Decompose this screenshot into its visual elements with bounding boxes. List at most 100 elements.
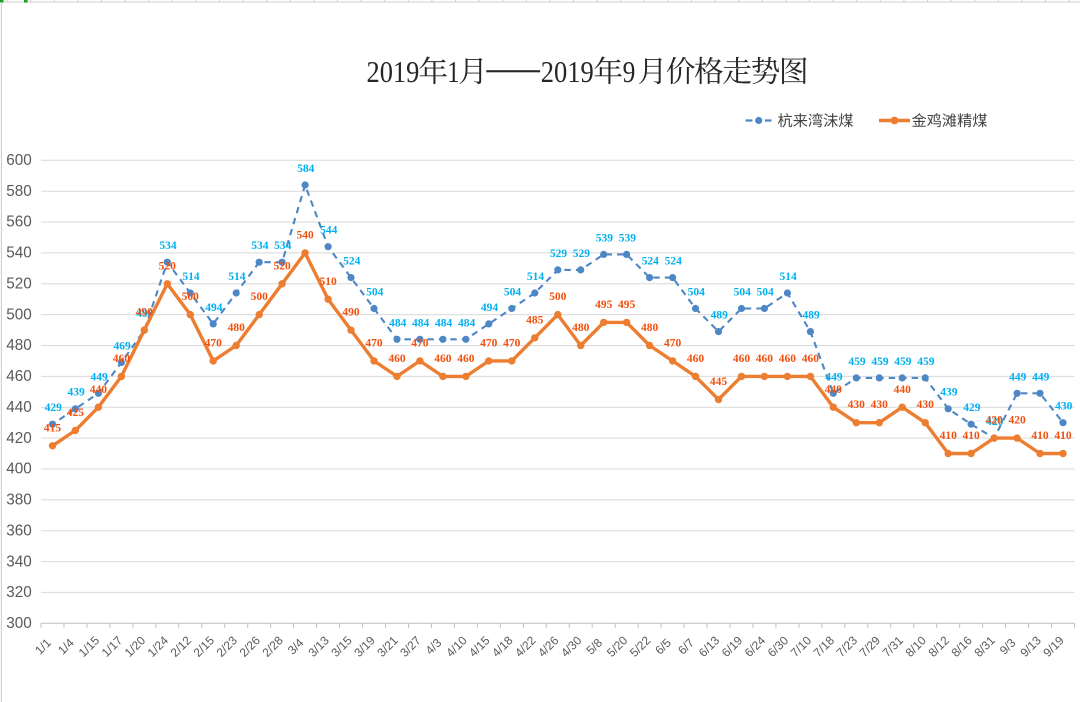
svg-text:529: 529: [550, 248, 568, 260]
svg-text:514: 514: [527, 271, 545, 283]
svg-text:534: 534: [274, 240, 292, 252]
svg-text:534: 534: [159, 240, 177, 252]
svg-text:1: 1: [447, 54, 459, 89]
svg-text:430: 430: [848, 399, 866, 411]
svg-text:524: 524: [642, 256, 660, 268]
svg-text:470: 470: [480, 338, 498, 350]
svg-text:449: 449: [1009, 371, 1027, 383]
svg-text:480: 480: [228, 322, 246, 334]
svg-text:470: 470: [365, 338, 383, 350]
svg-text:600: 600: [6, 152, 32, 169]
svg-text:440: 440: [6, 399, 32, 416]
svg-text:470: 470: [664, 338, 682, 350]
svg-text:340: 340: [6, 553, 32, 570]
svg-text:449: 449: [1032, 371, 1050, 383]
svg-text:459: 459: [871, 356, 889, 368]
svg-text:534: 534: [251, 240, 269, 252]
svg-text:470: 470: [205, 338, 223, 350]
svg-text:459: 459: [848, 356, 866, 368]
svg-text:504: 504: [366, 286, 384, 298]
svg-text:540: 540: [296, 230, 314, 242]
svg-text:429: 429: [45, 402, 63, 414]
svg-text:539: 539: [619, 232, 637, 244]
svg-text:420: 420: [986, 416, 1004, 428]
svg-text:2019: 2019: [367, 54, 420, 89]
svg-text:510: 510: [319, 276, 337, 288]
svg-text:504: 504: [688, 286, 706, 298]
svg-text:484: 484: [435, 317, 453, 329]
svg-text:480: 480: [641, 322, 659, 334]
svg-text:514: 514: [228, 271, 246, 283]
svg-text:430: 430: [1055, 401, 1073, 413]
svg-text:584: 584: [297, 163, 315, 175]
svg-text:445: 445: [710, 376, 728, 388]
svg-text:2019: 2019: [541, 54, 594, 89]
svg-text:460: 460: [687, 353, 705, 365]
svg-text:9: 9: [623, 54, 636, 89]
svg-text:460: 460: [6, 368, 32, 385]
svg-text:400: 400: [6, 461, 32, 478]
svg-text:459: 459: [917, 356, 935, 368]
svg-text:460: 460: [388, 353, 406, 365]
svg-text:540: 540: [6, 245, 32, 262]
svg-text:460: 460: [756, 353, 774, 365]
svg-text:460: 460: [733, 353, 751, 365]
svg-text:529: 529: [573, 248, 591, 260]
svg-text:410: 410: [1031, 430, 1049, 442]
svg-text:495: 495: [618, 299, 636, 311]
svg-text:425: 425: [67, 407, 85, 419]
svg-text:539: 539: [596, 232, 614, 244]
svg-text:459: 459: [894, 356, 912, 368]
svg-text:520: 520: [273, 260, 291, 272]
svg-text:429: 429: [963, 402, 981, 414]
svg-text:300: 300: [6, 615, 32, 632]
svg-text:495: 495: [595, 299, 613, 311]
svg-text:440: 440: [894, 384, 912, 396]
svg-text:320: 320: [6, 584, 32, 601]
svg-text:469: 469: [113, 340, 131, 352]
svg-text:420: 420: [985, 415, 1003, 427]
svg-text:520: 520: [159, 260, 177, 272]
svg-text:500: 500: [549, 291, 567, 303]
svg-text:420: 420: [1008, 415, 1026, 427]
svg-text:440: 440: [90, 384, 108, 396]
svg-text:490: 490: [342, 307, 360, 319]
svg-text:504: 504: [756, 286, 774, 298]
svg-text:460: 460: [113, 353, 131, 365]
svg-text:480: 480: [6, 337, 32, 354]
svg-text:524: 524: [665, 256, 683, 268]
svg-text:500: 500: [6, 306, 32, 323]
svg-text:580: 580: [6, 183, 32, 200]
svg-text:500: 500: [182, 291, 200, 303]
svg-text:449: 449: [825, 371, 843, 383]
svg-text:494: 494: [481, 302, 499, 314]
svg-text:484: 484: [389, 317, 407, 329]
svg-text:420: 420: [6, 430, 32, 447]
svg-text:439: 439: [940, 387, 958, 399]
svg-text:440: 440: [825, 384, 843, 396]
svg-text:484: 484: [458, 317, 476, 329]
svg-text:490: 490: [136, 307, 154, 319]
svg-text:544: 544: [320, 225, 338, 237]
svg-text:484: 484: [412, 317, 430, 329]
svg-text:514: 514: [779, 271, 797, 283]
svg-text:485: 485: [526, 314, 544, 326]
svg-text:430: 430: [871, 399, 889, 411]
svg-text:460: 460: [802, 353, 820, 365]
svg-text:380: 380: [6, 492, 32, 509]
svg-text:410: 410: [1054, 430, 1072, 442]
svg-text:489: 489: [802, 310, 820, 322]
svg-text:360: 360: [6, 522, 32, 539]
svg-text:410: 410: [940, 430, 958, 442]
svg-text:489: 489: [711, 310, 729, 322]
svg-text:560: 560: [6, 214, 32, 231]
svg-text:504: 504: [734, 286, 752, 298]
svg-text:494: 494: [205, 302, 223, 314]
svg-text:439: 439: [67, 387, 85, 399]
svg-text:524: 524: [343, 256, 361, 268]
svg-text:460: 460: [457, 353, 475, 365]
svg-text:470: 470: [411, 338, 429, 350]
svg-text:460: 460: [434, 353, 452, 365]
svg-text:470: 470: [503, 338, 521, 350]
svg-text:415: 415: [44, 422, 62, 434]
